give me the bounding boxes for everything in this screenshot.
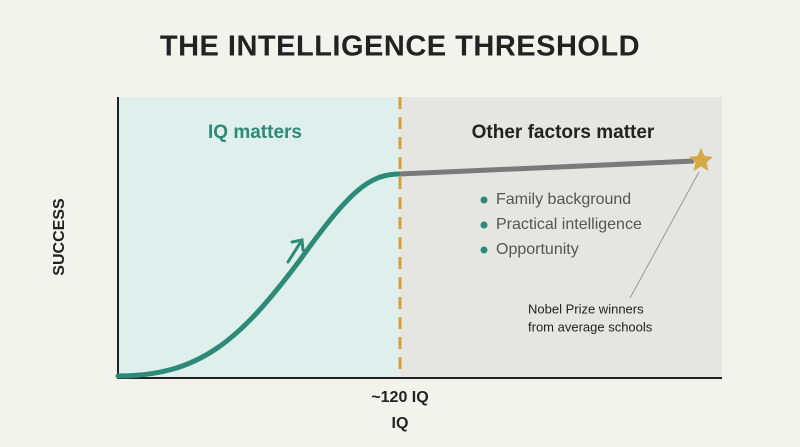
x-axis-label: IQ — [392, 415, 409, 432]
success-curve — [115, 171, 403, 379]
annotation-leader — [629, 171, 700, 299]
plateau-line — [399, 158, 695, 177]
bullet-dot — [480, 246, 488, 254]
bullet-dot — [480, 221, 488, 229]
bullet-text: Practical intelligence — [496, 216, 642, 233]
annotation: from average schools — [528, 319, 653, 334]
bullet-text: Opportunity — [496, 241, 579, 258]
right-region — [400, 97, 722, 378]
annotation: Nobel Prize winners — [528, 301, 644, 316]
bullets: Family background Practical intelligence… — [480, 191, 642, 258]
right-label: Other factors matter — [472, 122, 655, 143]
bullet-dot — [480, 196, 488, 204]
title: THE INTELLIGENCE THRESHOLD — [160, 31, 640, 63]
left-region — [118, 97, 400, 378]
star — [689, 148, 713, 171]
left-label: IQ matters — [208, 122, 302, 143]
y-axis-label: SUCCESS — [51, 198, 68, 276]
bullet-text: Family background — [496, 191, 631, 208]
threshold-label: ~120 IQ — [371, 389, 428, 406]
up-arrow — [286, 238, 305, 264]
